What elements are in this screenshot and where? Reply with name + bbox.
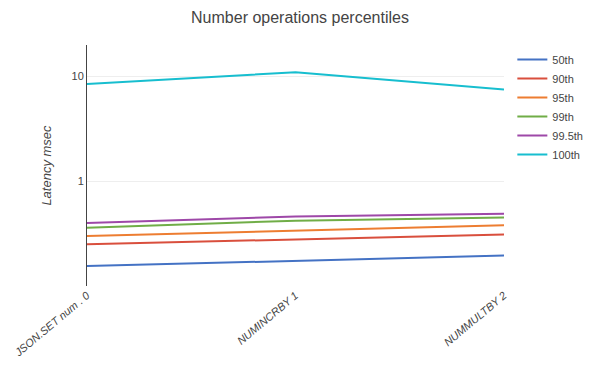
svg-text:100th: 100th [552,149,580,161]
svg-text:50th: 50th [552,54,573,66]
svg-text:99th: 99th [552,111,573,123]
svg-text:99.5th: 99.5th [552,130,583,142]
svg-text:Latency msec: Latency msec [39,125,54,206]
svg-text:90th: 90th [552,73,573,85]
svg-text:10: 10 [72,70,84,82]
svg-text:1: 1 [78,175,84,187]
svg-text:JSON.SET num . 0: JSON.SET num . 0 [12,288,93,359]
svg-text:NUMINCRBY 1: NUMINCRBY 1 [235,289,301,347]
svg-text:NUMMULTBY 2: NUMMULTBY 2 [441,289,508,348]
svg-text:95th: 95th [552,92,573,104]
svg-text:Number operations percentiles: Number operations percentiles [191,9,409,26]
